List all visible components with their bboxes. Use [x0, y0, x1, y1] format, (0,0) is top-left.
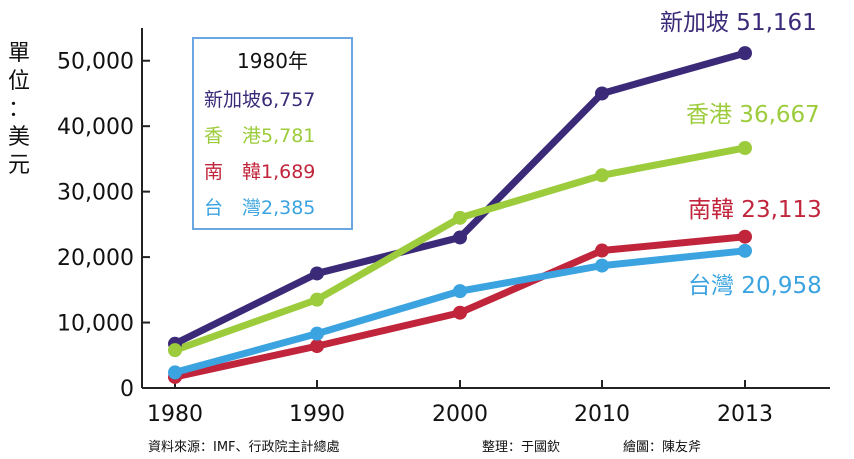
data-point-香港: [168, 343, 182, 358]
drawing-credit: 繪圖：陳友斧: [623, 440, 702, 455]
data-point-香港: [738, 140, 752, 155]
y-axis-label-char: 美: [7, 125, 30, 150]
end-label-taiwan: 台灣 20,958: [688, 273, 822, 299]
data-point-台灣: [738, 243, 752, 258]
data-point-香港: [310, 292, 324, 307]
y-axis-label-char: ：: [7, 97, 30, 122]
y-axis-label-char: 位: [7, 69, 30, 94]
y-axis-label-char: 單: [7, 41, 30, 66]
legend-item-taiwan: 台 灣2,385: [204, 197, 316, 219]
y-tick-label: 30,000: [57, 181, 134, 206]
legend-item-singapore: 新加坡6,757: [204, 89, 316, 111]
y-axis-label-char: 元: [7, 153, 30, 178]
y-axis-label: 單 位 ： 美 元: [6, 40, 32, 180]
data-point-台灣: [595, 258, 609, 273]
x-tick-label: 1990: [289, 402, 345, 427]
data-point-新加坡: [310, 266, 324, 281]
y-tick-label: 0: [120, 377, 134, 402]
y-tick-label: 40,000: [57, 115, 134, 140]
data-point-香港: [595, 168, 609, 183]
x-tick-label: 1980: [147, 402, 203, 427]
data-point-香港: [453, 210, 467, 225]
end-label-singapore: 新加坡 51,161: [660, 10, 817, 36]
legend-title: 1980年: [237, 49, 308, 73]
data-point-新加坡: [453, 230, 467, 245]
data-point-南韓: [738, 229, 752, 244]
data-point-台灣: [168, 365, 182, 380]
data-point-南韓: [453, 305, 467, 320]
y-tick-label: 20,000: [57, 246, 134, 271]
data-point-新加坡: [738, 46, 752, 61]
x-tick-label: 2013: [717, 402, 773, 427]
data-point-台灣: [310, 326, 324, 341]
y-tick-label: 50,000: [57, 50, 134, 75]
data-point-新加坡: [595, 86, 609, 101]
data-point-台灣: [453, 284, 467, 299]
y-tick-label: 10,000: [57, 312, 134, 337]
data-point-南韓: [310, 339, 324, 354]
end-label-hongkong: 香港 36,667: [686, 102, 820, 128]
legend-item-korea: 南 韓1,689: [204, 161, 316, 183]
legend-item-hongkong: 香 港5,781: [204, 125, 316, 147]
x-tick-label: 2010: [574, 402, 630, 427]
legend-box: 1980年 新加坡6,757 香 港5,781 南 韓1,689 台 灣2,38…: [192, 37, 353, 230]
chart-axes: 0 10,000 20,000 30,000 40,000 50,000 1980 1990 2…: [57, 28, 830, 427]
data-point-南韓: [595, 243, 609, 258]
chart-series-points: [168, 46, 752, 384]
editor-credit: 整理：于國欽: [482, 440, 561, 455]
source-note: 資料來源：IMF、行政院主計總處: [148, 440, 340, 455]
x-tick-label: 2000: [432, 402, 488, 427]
end-label-korea: 南韓 23,113: [688, 197, 822, 223]
